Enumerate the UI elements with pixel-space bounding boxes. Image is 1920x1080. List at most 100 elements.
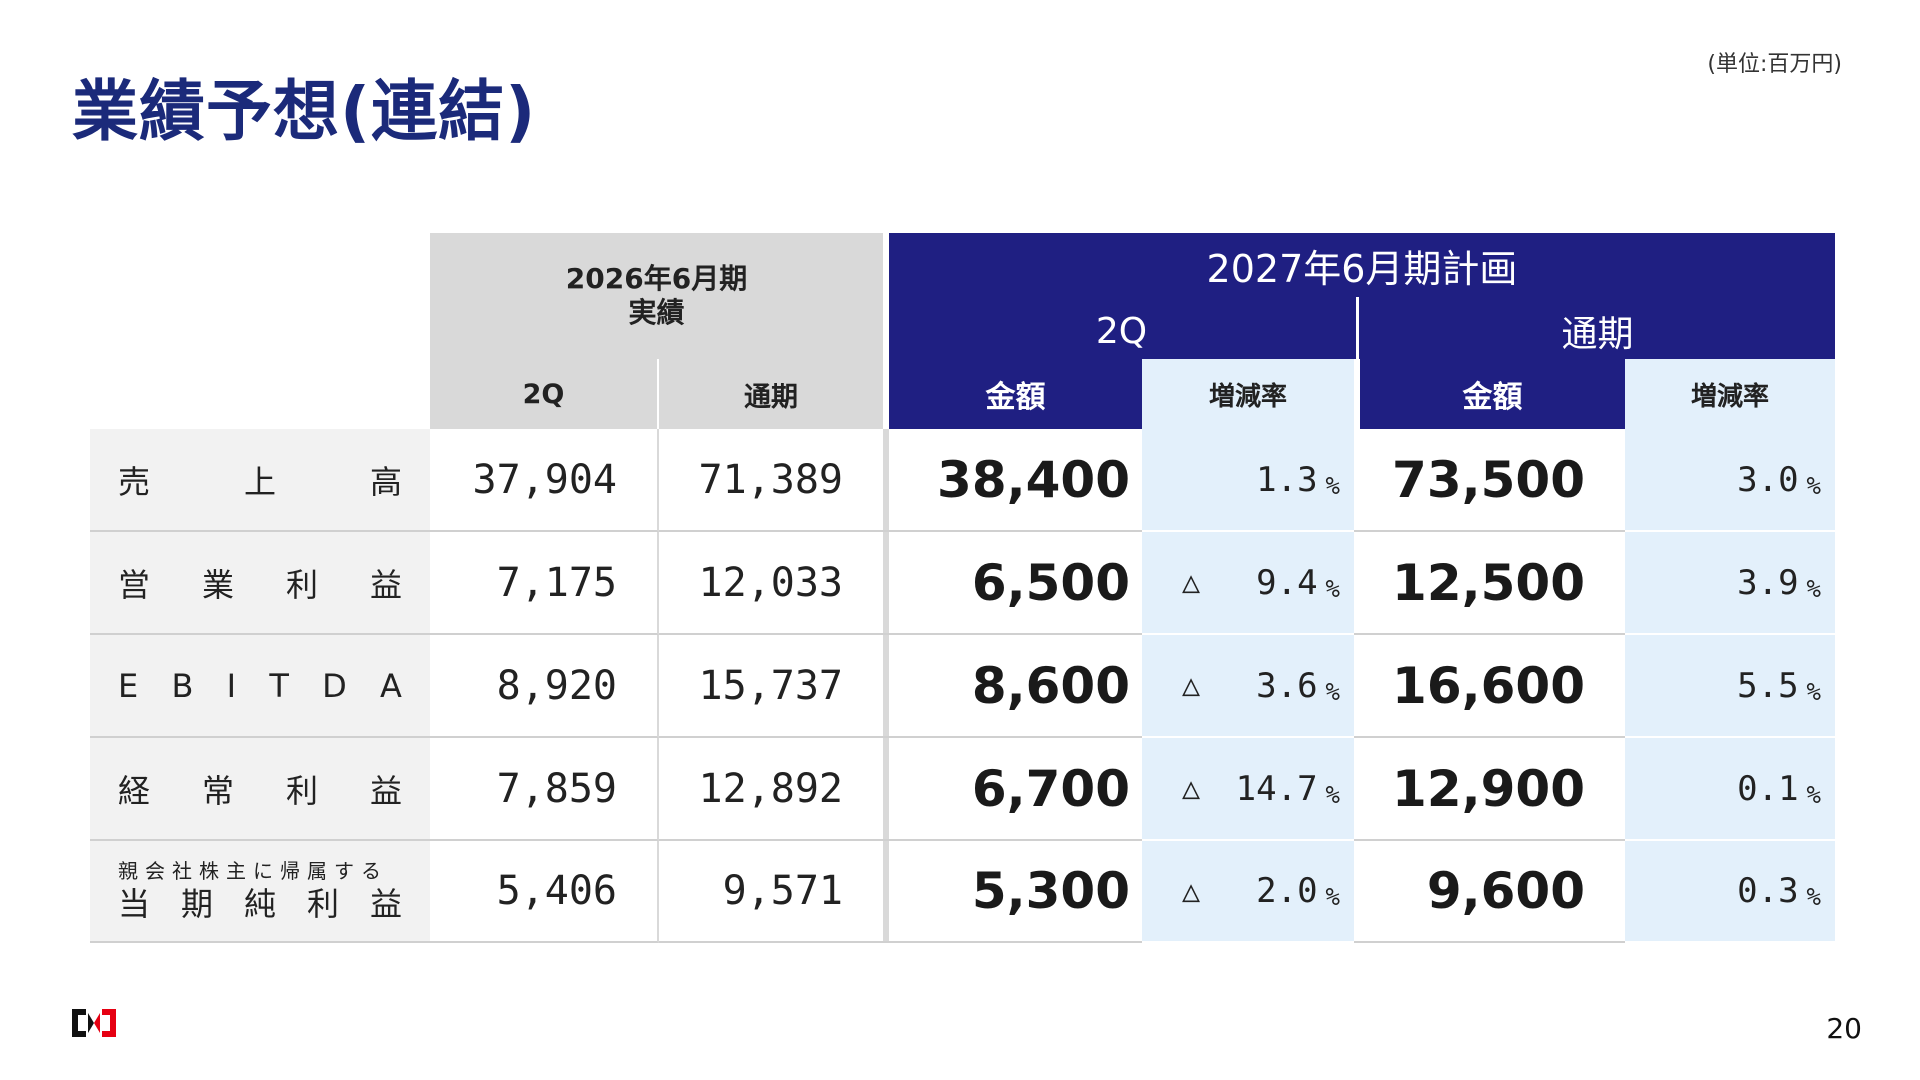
cell-fy27-full-rate: 5.5% <box>1625 635 1835 738</box>
header-fy2026: 2026年6月期 実績 <box>430 233 883 359</box>
percent-sign: % <box>1806 883 1821 911</box>
column-separator <box>883 233 889 429</box>
rate-value: 5.5 <box>1737 665 1799 706</box>
decrease-triangle-icon: △ <box>1182 565 1201 600</box>
cell-fy27-2q-amount: 8,600 <box>889 635 1142 738</box>
label-char: I <box>226 666 237 705</box>
cell-fy26-2q: 8,920 <box>430 635 659 738</box>
cell-fy26-full: 71,389 <box>659 429 883 532</box>
column-separator <box>883 532 889 635</box>
col-header-fy26-2q: 2Q <box>430 359 659 429</box>
cell-fy26-full: 12,892 <box>659 738 883 841</box>
unit-note: (単位:百万円) <box>1707 52 1842 77</box>
label-char: 売 <box>118 462 151 501</box>
page-number: 20 <box>1826 1012 1862 1045</box>
percent-sign: % <box>1325 883 1340 911</box>
rate-value: 9.4 <box>1256 562 1318 603</box>
cell-fy27-2q-amount: 5,300 <box>889 841 1142 943</box>
column-separator <box>883 635 889 738</box>
cell-fy27-2q-amount: 6,700 <box>889 738 1142 841</box>
percent-sign: % <box>1325 677 1340 706</box>
col-header-fy26-full: 通期 <box>659 359 883 429</box>
cell-fy26-2q: 7,175 <box>430 532 659 635</box>
col-header-2q-rate: 増減率 <box>1142 359 1354 429</box>
column-separator <box>1354 738 1360 841</box>
column-separator <box>1354 532 1360 635</box>
label-char: E <box>118 666 139 705</box>
percent-sign: % <box>1806 677 1821 706</box>
cell-fy26-2q: 5,406 <box>430 841 659 943</box>
header-fy2026-period: 2026年6月期 <box>565 262 748 295</box>
rate-value: 0.3 <box>1737 871 1799 911</box>
header-fy2027-plan: 2027年6月期計画 <box>889 233 1835 297</box>
page-title: 業績予想(連結) <box>72 73 537 150</box>
cell-fy27-2q-rate: △ 14.7% <box>1142 738 1354 841</box>
column-separator <box>1354 359 1360 429</box>
cell-fy27-2q-amount: 38,400 <box>889 429 1142 532</box>
label-char: 当 <box>118 885 151 923</box>
table-corner <box>90 233 430 429</box>
row-label-main: 当 期 純 利 益 <box>118 884 402 924</box>
cell-fy27-2q-amount: 6,500 <box>889 532 1142 635</box>
company-logo-icon <box>72 1009 116 1037</box>
cell-fy27-full-amount: 12,900 <box>1360 738 1625 841</box>
forecast-table: 2026年6月期 実績 2027年6月期計画 2Q 通期 2Q 通期 金額 増減… <box>90 233 1845 943</box>
row-label-ordinary-income: 経 常 利 益 <box>90 738 430 841</box>
col-header-full-amount: 金額 <box>1360 359 1625 429</box>
rate-value: 2.0 <box>1256 871 1318 911</box>
label-char: 業 <box>201 565 234 604</box>
rate-value: 3.0 <box>1737 459 1799 500</box>
header-fy2027-full: 通期 <box>1360 297 1835 359</box>
column-separator <box>883 841 889 943</box>
column-separator <box>883 429 889 532</box>
cell-fy27-full-amount: 73,500 <box>1360 429 1625 532</box>
label-char: 高 <box>369 462 402 501</box>
cell-fy27-full-rate: 3.0% <box>1625 429 1835 532</box>
col-header-full-rate: 増減率 <box>1625 359 1835 429</box>
col-header-2q-amount: 金額 <box>889 359 1142 429</box>
decrease-triangle-icon: △ <box>1182 771 1201 806</box>
row-label-net-sales: 売 上 高 <box>90 429 430 532</box>
label-char: B <box>171 666 194 705</box>
header-fy2027-2q: 2Q <box>889 297 1354 359</box>
cell-fy27-full-rate: 0.3% <box>1625 841 1835 943</box>
percent-sign: % <box>1325 574 1340 603</box>
cell-fy27-2q-rate: △ 9.4% <box>1142 532 1354 635</box>
row-label-operating-income: 営 業 利 益 <box>90 532 430 635</box>
decrease-triangle-icon: △ <box>1182 668 1201 703</box>
label-char: 常 <box>201 771 234 810</box>
cell-fy27-2q-rate: 1.3% <box>1142 429 1354 532</box>
label-char: 上 <box>243 462 276 501</box>
cell-fy26-full: 12,033 <box>659 532 883 635</box>
header-divider <box>1354 297 1360 359</box>
label-char: 利 <box>285 565 318 604</box>
cell-fy27-full-amount: 9,600 <box>1360 841 1625 943</box>
cell-fy27-full-rate: 3.9% <box>1625 532 1835 635</box>
row-label-sub: 親会社株主に帰属する <box>118 859 388 883</box>
percent-sign: % <box>1806 574 1821 603</box>
header-fy2026-actual: 実績 <box>628 296 685 329</box>
label-char: 利 <box>306 885 339 923</box>
cell-fy27-full-amount: 12,500 <box>1360 532 1625 635</box>
rate-value: 3.6 <box>1256 665 1318 706</box>
cell-fy26-full: 15,737 <box>659 635 883 738</box>
rate-value: 14.7 <box>1235 768 1318 809</box>
label-char: 利 <box>285 771 318 810</box>
column-separator <box>1354 841 1360 943</box>
row-label-net-income: 親会社株主に帰属する 当 期 純 利 益 <box>90 841 430 943</box>
decrease-triangle-icon: △ <box>1182 873 1201 909</box>
rate-value: 1.3 <box>1256 459 1318 500</box>
cell-fy26-full: 9,571 <box>659 841 883 943</box>
label-char: 益 <box>369 771 402 810</box>
rate-value: 0.1 <box>1737 768 1799 809</box>
cell-fy27-2q-rate: △ 2.0% <box>1142 841 1354 943</box>
column-separator <box>1354 635 1360 738</box>
percent-sign: % <box>1806 471 1821 500</box>
cell-fy27-full-rate: 0.1% <box>1625 738 1835 841</box>
cell-fy27-full-amount: 16,600 <box>1360 635 1625 738</box>
cell-fy26-2q: 7,859 <box>430 738 659 841</box>
column-separator <box>883 738 889 841</box>
label-char: 営 <box>118 565 151 604</box>
label-char: 経 <box>118 771 151 810</box>
label-char: 益 <box>369 565 402 604</box>
